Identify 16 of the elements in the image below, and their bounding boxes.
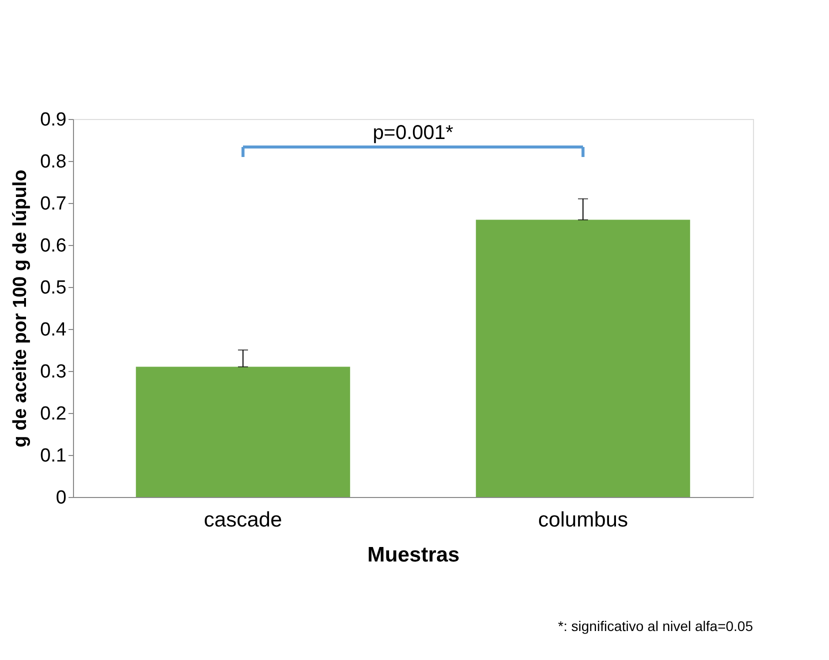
y-tick-label: 0.6 [40,236,66,256]
y-tick-label: 0.9 [40,110,66,130]
y-tick-label: 0.4 [40,320,67,340]
x-axis-title: Muestras [367,544,460,566]
annotation: p=0.001* [372,122,454,144]
x-tick-label: columbus [538,508,628,532]
text: *: significativo al nivel alfa=0.05 [558,618,754,634]
y-tick-label: 0.2 [40,404,66,424]
y-tick-label: 0.7 [40,194,66,214]
y-tick-label: 0.3 [40,362,66,382]
y-tick-label: 0.5 [40,278,66,298]
y-tick-label: 0.8 [40,152,66,172]
y-axis-title: g de aceite por 100 g de lúpulo [10,170,32,448]
y-tick-label: 0.1 [40,446,66,466]
y-tick-label: 0 [56,488,66,508]
x-tick-label: cascade [204,508,282,532]
